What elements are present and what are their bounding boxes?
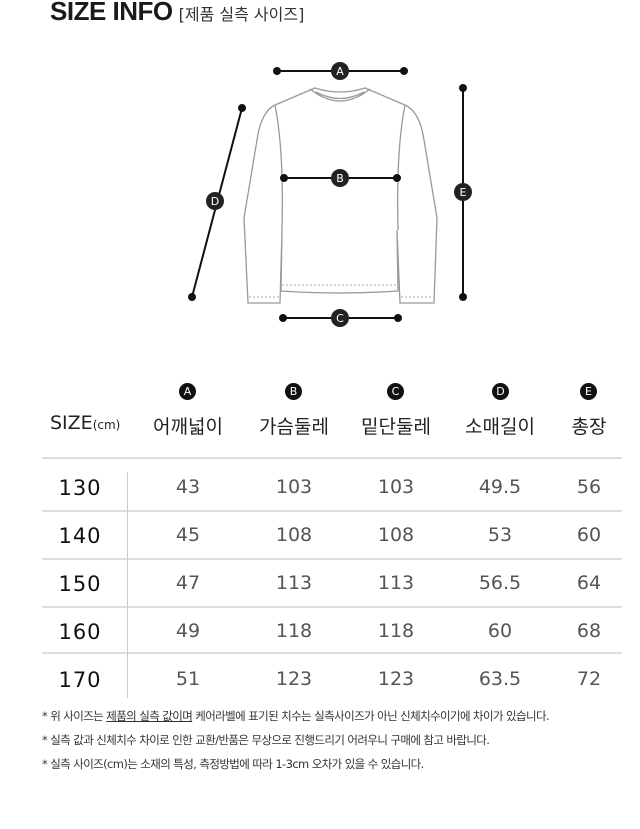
size-header: SIZE(cm) [50, 412, 121, 434]
note-3: * 실측 사이즈(cm)는 소재의 특성, 측정방법에 따라 1-3cm 오차가… [42, 757, 424, 771]
size-cell: 170 [58, 668, 102, 692]
column-header-length: 총장 [571, 416, 607, 438]
value-cell: 113 [377, 572, 415, 594]
marker-d: D [492, 383, 509, 400]
value-cell: 108 [275, 524, 313, 546]
row-divider [42, 652, 622, 654]
value-cell: 47 [175, 572, 201, 594]
value-cell: 51 [175, 668, 201, 690]
shirt-diagram: A B C D E [188, 62, 472, 327]
column-divider [127, 472, 128, 698]
column-header-sleeve: 소매길이 [465, 416, 535, 438]
marker-b: B [285, 383, 302, 400]
value-cell: 49 [175, 620, 201, 642]
shirt-outline [243, 87, 438, 304]
column-header-chest: 가슴둘레 [259, 416, 329, 438]
value-cell: 72 [576, 668, 602, 690]
value-cell: 43 [175, 476, 201, 498]
marker-c: C [387, 383, 404, 400]
note-2: * 실측 값과 신체치수 차이로 인한 교환/반품은 무상으로 진행드리기 어려… [42, 733, 490, 747]
header-divider [42, 457, 622, 459]
size-cell: 130 [58, 476, 102, 500]
label-b: B [336, 172, 344, 185]
value-cell: 49.5 [478, 476, 522, 498]
size-cell: 140 [58, 524, 102, 548]
note-1: * 위 사이즈는 제품의 실측 값이며 케어라벨에 표기된 치수는 실측사이즈가… [42, 709, 550, 723]
label-a: A [336, 65, 344, 78]
value-cell: 123 [275, 668, 313, 690]
title-main: SIZE INFO [50, 0, 173, 26]
value-cell: 103 [275, 476, 313, 498]
value-cell: 56.5 [478, 572, 522, 594]
row-divider [42, 558, 622, 560]
value-cell: 63.5 [478, 668, 522, 690]
value-cell: 123 [377, 668, 415, 690]
label-c: C [336, 312, 344, 325]
value-cell: 56 [576, 476, 602, 498]
label-d: D [211, 195, 219, 208]
value-cell: 113 [275, 572, 313, 594]
size-cell: 150 [58, 572, 102, 596]
column-header-shoulder: 어깨넓이 [153, 416, 223, 438]
value-cell: 60 [487, 620, 513, 642]
value-cell: 118 [275, 620, 313, 642]
label-e: E [460, 186, 467, 199]
marker-e: E [580, 383, 597, 400]
row-divider [42, 510, 622, 512]
value-cell: 108 [377, 524, 415, 546]
row-divider [42, 606, 622, 608]
size-cell: 160 [58, 620, 102, 644]
value-cell: 118 [377, 620, 415, 642]
column-header-hem: 밑단둘레 [361, 416, 431, 438]
title-subtitle: [제품 실측 사이즈] [178, 5, 305, 24]
value-cell: 103 [377, 476, 415, 498]
value-cell: 53 [487, 524, 513, 546]
value-cell: 64 [576, 572, 602, 594]
value-cell: 60 [576, 524, 602, 546]
value-cell: 68 [576, 620, 602, 642]
unit-label: (cm) [92, 418, 121, 432]
marker-a: A [179, 383, 196, 400]
page-title: SIZE INFO [제품 실측 사이즈] [50, 0, 304, 27]
value-cell: 45 [175, 524, 201, 546]
